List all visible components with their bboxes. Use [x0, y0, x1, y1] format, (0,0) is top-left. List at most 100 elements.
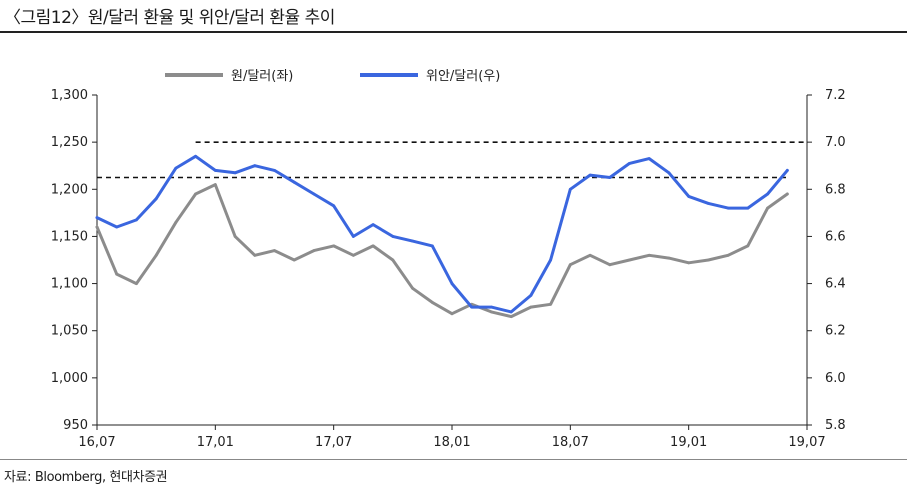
y2-tick-label: 5.8: [825, 418, 846, 433]
series-0-point: [115, 272, 119, 276]
series-1-point: [529, 294, 533, 297]
series-0-point: [588, 253, 592, 257]
source-divider: [0, 459, 907, 460]
y2-tick-label: 6.4: [825, 277, 846, 292]
series-1-point: [726, 206, 730, 210]
x-tick-label: 19,07: [788, 435, 825, 450]
x-tick-label: 16,07: [78, 435, 115, 450]
series-0-point: [450, 312, 454, 316]
series-1-point: [95, 216, 99, 220]
series-0-point: [95, 225, 99, 229]
figure-title: 〈그림12〉원/달러 환율 및 위안/달러 환율 추이: [4, 8, 335, 28]
series-1-point: [352, 235, 355, 238]
series-1-point: [785, 169, 789, 172]
series-0-point: [253, 253, 257, 257]
y2-tick-label: 6.0: [825, 371, 846, 386]
y-tick-label: 1,000: [51, 371, 88, 386]
series-0-point: [174, 220, 178, 224]
series-0-point: [667, 256, 671, 260]
series-0-point: [785, 192, 789, 196]
y2-tick-label: 6.2: [825, 324, 846, 339]
y-tick-label: 950: [63, 418, 88, 433]
x-tick-label: 18,07: [552, 435, 589, 450]
series-0-point: [568, 263, 572, 267]
series-1-point: [253, 164, 257, 168]
series-1-point: [312, 192, 316, 196]
series-1-point: [154, 197, 158, 201]
y-tick-label: 1,250: [51, 135, 88, 150]
series-1-point: [450, 282, 454, 285]
series-0-point: [371, 244, 375, 248]
series-1-point: [509, 310, 513, 314]
series-0-point: [411, 286, 414, 290]
y2-tick-label: 7.2: [825, 88, 846, 103]
series-1-point: [647, 157, 651, 161]
series-1-point: [430, 244, 434, 248]
series-1-point: [766, 192, 769, 196]
y2-tick-label: 6.6: [825, 229, 846, 244]
series-0-point: [549, 302, 552, 306]
series-1-point: [391, 235, 395, 238]
series-1-point: [292, 180, 296, 184]
series-1-point: [746, 206, 750, 210]
series-0-point: [312, 249, 316, 253]
series-1-point: [213, 169, 217, 172]
x-tick-label: 18,01: [433, 435, 470, 450]
series-0-point: [707, 258, 710, 262]
series-0-point: [746, 244, 750, 248]
y2-tick-label: 6.8: [825, 182, 846, 197]
series-0-point: [430, 301, 434, 304]
series-0-point: [194, 192, 198, 196]
y-tick-label: 1,050: [51, 324, 88, 339]
legend-label-0: 원/달러(좌): [231, 69, 293, 84]
series-0-point: [292, 258, 296, 262]
series-1-point: [608, 176, 612, 179]
x-tick-label: 19,01: [670, 435, 707, 450]
series-1-point: [174, 166, 178, 170]
series-0-point: [332, 244, 336, 248]
y-tick-label: 1,200: [51, 182, 88, 197]
series-line-0: [95, 183, 789, 319]
series-1-point: [411, 239, 414, 243]
series-0-point: [726, 253, 730, 257]
series-1-point: [490, 305, 493, 309]
series-0-point: [213, 183, 217, 187]
series-0-point: [490, 310, 493, 314]
series-1-point: [687, 195, 691, 198]
series-1-point: [707, 202, 710, 205]
y-tick-label: 1,150: [51, 229, 88, 244]
series-0-point: [391, 258, 395, 262]
y-tick-label: 1,300: [51, 88, 88, 103]
y2-tick-label: 7.0: [825, 135, 846, 150]
series-0-point: [529, 305, 533, 309]
series-1-point: [332, 204, 336, 208]
series-0-point: [687, 261, 691, 265]
series-1-point: [667, 171, 671, 175]
series-1-point: [194, 154, 198, 158]
series-1-point: [470, 305, 474, 309]
series-0-point: [154, 253, 158, 257]
x-tick-label: 17,01: [197, 435, 234, 450]
series-1-point: [233, 171, 237, 175]
series-0-point: [608, 263, 612, 267]
series-1-point: [135, 218, 138, 222]
series-1-point: [371, 223, 375, 227]
series-0-point: [233, 235, 237, 238]
series-0-point: [628, 258, 631, 262]
series-1-point: [549, 258, 552, 262]
series-1-point: [273, 169, 276, 172]
series-0-point: [273, 249, 276, 253]
title-underline: [0, 31, 907, 33]
x-tick-label: 17,07: [315, 435, 352, 450]
series-0-point: [352, 253, 355, 257]
series-1-point: [628, 162, 631, 165]
source-note: 자료: Bloomberg, 현대차증권: [4, 470, 168, 485]
series-0-point: [509, 315, 513, 318]
legend-label-1: 위안/달러(우): [426, 69, 500, 84]
series-0-point: [647, 253, 651, 257]
series-0-point: [135, 282, 138, 285]
series-0-point: [766, 206, 769, 210]
y-tick-label: 1,100: [51, 277, 88, 292]
series-1-point: [115, 225, 119, 229]
